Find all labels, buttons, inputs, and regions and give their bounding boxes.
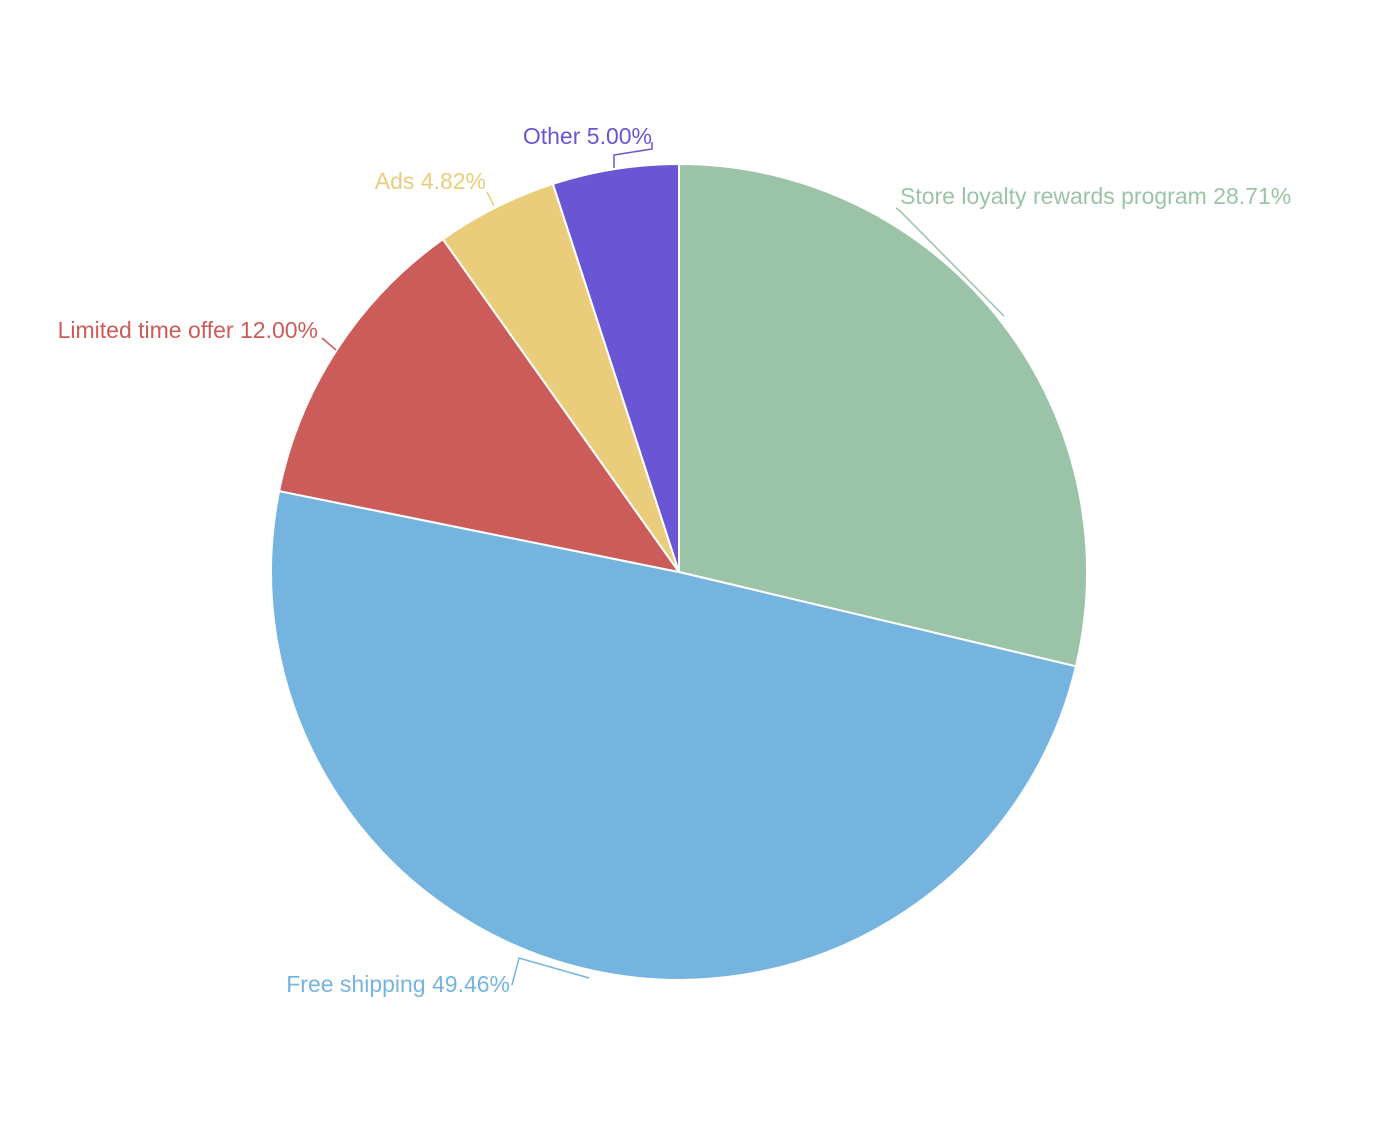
pie-slice-limited-time-offer bbox=[277, 237, 682, 574]
slice-label-store-loyalty-rewards-program: Store loyalty rewards program 28.71% bbox=[900, 183, 1291, 209]
pie-slice-other bbox=[551, 162, 680, 573]
slices-layer bbox=[270, 162, 1088, 981]
callout-line bbox=[895, 207, 1005, 317]
callout-line bbox=[486, 191, 495, 207]
labels-layer: Store loyalty rewards program 28.71% Free… bbox=[58, 123, 1292, 997]
slice-label-other: Other 5.00% bbox=[523, 123, 652, 149]
slice-label-ads: Ads 4.82% bbox=[375, 168, 486, 194]
callout-line bbox=[613, 142, 653, 168]
callout-line bbox=[321, 337, 337, 351]
callout-line bbox=[511, 957, 590, 986]
pie-slice-store-loyalty-rewards-program bbox=[678, 162, 1088, 668]
slice-label-free-shipping: Free shipping 49.46% bbox=[286, 971, 510, 997]
pie-slice-free-shipping bbox=[270, 489, 1078, 981]
callouts-layer bbox=[321, 142, 1005, 986]
slice-label-limited-time-offer: Limited time offer 12.00% bbox=[58, 317, 318, 343]
